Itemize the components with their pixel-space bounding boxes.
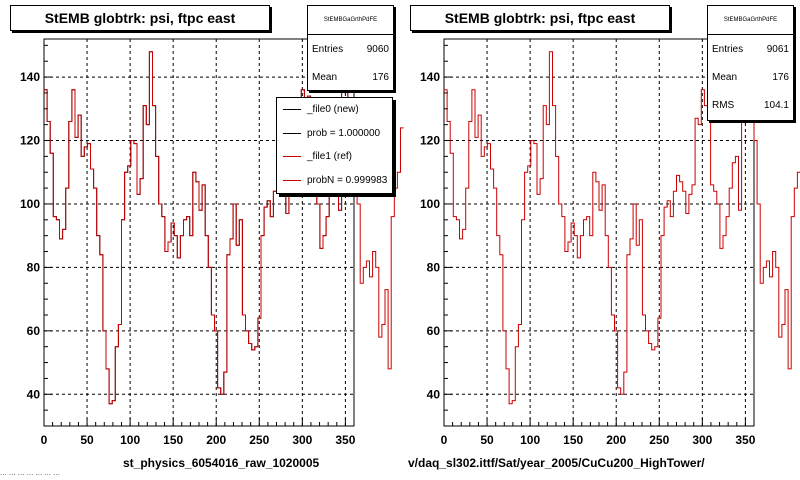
right-chart-title: StEMB globtrk: psi, ftpc east: [410, 5, 670, 31]
legend-entry-file1: _file1 (ref): [277, 145, 392, 169]
legend-entry-prob: prob = 1.000000: [277, 122, 392, 146]
left-x-axis-label: st_physics_6054016_raw_1020005: [123, 456, 320, 470]
left-y-tick-label-120: 120: [20, 134, 40, 148]
left-y-tick-label-60: 60: [27, 324, 41, 338]
left-y-tick-label-140: 140: [20, 70, 40, 84]
right-stats-entries-row: Entries 9061: [708, 35, 793, 63]
left-x-tick-label-50: 50: [80, 433, 94, 447]
left-x-tick-label-300: 300: [292, 433, 312, 447]
legend-entry-file0: _file0 (new): [277, 98, 392, 122]
right-x-tick-label-0: 0: [441, 433, 448, 447]
right-y-tick-label-80: 80: [427, 260, 441, 274]
left-x-tick-label-250: 250: [249, 433, 269, 447]
left-stats-box: StEMBGaGrthPdFE Entries 9060 Mean 176: [307, 5, 394, 91]
left-x-tick-label-150: 150: [163, 433, 183, 447]
left-chart-title: StEMB globtrk: psi, ftpc east: [10, 5, 270, 31]
right-x-tick-label-200: 200: [606, 433, 626, 447]
right-y-tick-label-40: 40: [427, 387, 441, 401]
right-y-tick-label-60: 60: [427, 324, 441, 338]
left-stats-entries-value: 9060: [366, 43, 389, 55]
right-x-tick-label-300: 300: [692, 433, 712, 447]
right-stats-mean-value: 176: [772, 71, 789, 83]
right-y-tick-label-140: 140: [420, 70, 440, 84]
left-stats-mean-label: Mean: [312, 71, 338, 83]
right-stats-mean-row: Mean 176: [708, 63, 793, 91]
left-x-tick-label-350: 350: [335, 433, 355, 447]
right-x-tick-label-50: 50: [480, 433, 494, 447]
right-stats-rms-value: 104.1: [763, 99, 789, 111]
right-stats-entries-label: Entries: [712, 43, 744, 55]
legend-label-file0: _file0 (new): [307, 104, 359, 116]
left-stats-entries-label: Entries: [312, 43, 344, 55]
legend-swatch-prob: [283, 132, 301, 134]
left-x-tick-label-200: 200: [206, 433, 226, 447]
right-x-tick-label-100: 100: [520, 433, 540, 447]
left-stats-entries-row: Entries 9060: [308, 35, 393, 63]
legend-swatch-file1: [283, 156, 301, 158]
right-y-tick-label-120: 120: [420, 134, 440, 148]
left-stats-mean-row: Mean 176: [308, 63, 393, 91]
right-stats-header: StEMBGaGrthPdFE: [708, 6, 793, 35]
right-x-tick-label-250: 250: [649, 433, 669, 447]
left-x-tick-label-0: 0: [41, 433, 48, 447]
right-y-tick-label-100: 100: [420, 197, 440, 211]
left-stats-header: StEMBGaGrthPdFE: [308, 6, 393, 35]
right-x-tick-label-150: 150: [563, 433, 583, 447]
right-stats-rms-row: RMS 104.1: [708, 91, 793, 119]
left-y-tick-label-80: 80: [27, 260, 41, 274]
right-x-tick-label-350: 350: [735, 433, 755, 447]
left-stats-mean-value: 176: [372, 71, 389, 83]
right-stats-box: StEMBGaGrthPdFE Entries 9061 Mean 176 RM…: [707, 5, 794, 121]
legend-label-probn: probN = 0.999983: [307, 174, 388, 186]
legend-label-prob: prob = 1.000000: [307, 127, 381, 139]
right-stats-entries-value: 9061: [766, 43, 789, 55]
right-stats-rms-label: RMS: [712, 99, 735, 111]
legend-label-file1: _file1 (ref): [307, 151, 353, 163]
left-x-tick-label-100: 100: [120, 433, 140, 447]
right-stats-mean-label: Mean: [712, 71, 738, 83]
left-y-tick-label-40: 40: [27, 387, 41, 401]
left-y-tick-label-100: 100: [20, 197, 40, 211]
legend-swatch-probn: [283, 179, 301, 181]
footnote-text: ... ... ... ... ... ... ...: [0, 468, 61, 477]
legend-entry-probn: probN = 0.999983: [277, 169, 392, 193]
right-x-axis-label: v/daq_sl302.ittf/Sat/year_2005/CuCu200_H…: [408, 456, 705, 470]
legend-swatch-file0: [283, 109, 301, 111]
legend-box: _file0 (new) prob = 1.000000 _file1 (ref…: [276, 97, 393, 194]
